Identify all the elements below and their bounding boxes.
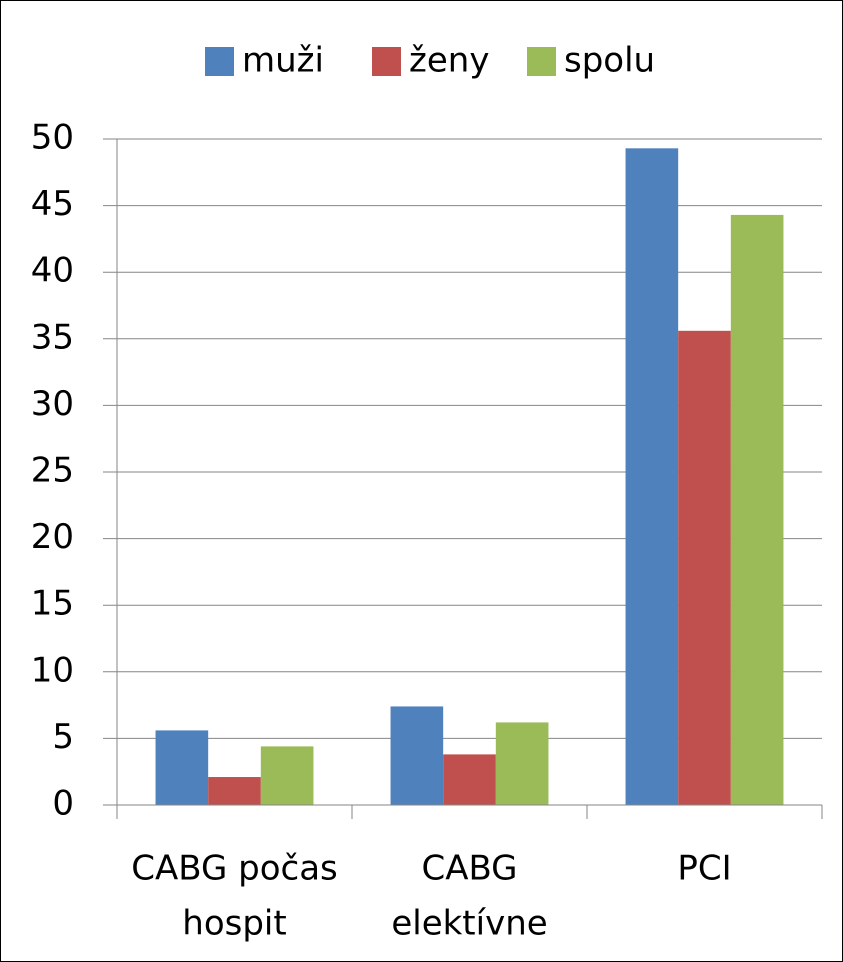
y-tick-label: 35 <box>31 317 74 357</box>
y-tick-label: 45 <box>31 184 74 224</box>
bar <box>443 754 496 805</box>
x-tick-label: CABG počas <box>131 849 338 889</box>
legend-swatch <box>527 47 556 76</box>
y-tick-label: 15 <box>31 584 74 624</box>
legend-label: ženy <box>409 41 489 81</box>
y-tick-label: 50 <box>31 118 74 158</box>
bar <box>495 722 549 805</box>
y-tick-label: 20 <box>31 517 74 557</box>
x-tick-label: elektívne <box>391 904 547 944</box>
bar <box>730 214 784 805</box>
y-tick-label: 10 <box>31 650 74 690</box>
legend-swatch <box>372 47 401 76</box>
y-tick-label: 30 <box>31 384 74 424</box>
y-tick-label: 5 <box>52 717 74 757</box>
bar <box>208 777 261 805</box>
legend-label: spolu <box>564 41 655 81</box>
x-tick-label: hospit <box>182 904 286 944</box>
y-tick-label: 40 <box>31 251 74 291</box>
bar <box>155 730 209 805</box>
y-tick-label: 0 <box>52 784 74 824</box>
x-tick-label: PCI <box>677 849 731 889</box>
bar <box>678 330 731 805</box>
x-tick-label: CABG <box>421 849 517 889</box>
bar <box>625 148 679 806</box>
bar <box>260 746 314 805</box>
legend-swatch <box>205 47 234 76</box>
y-tick-label: 25 <box>31 451 74 491</box>
bar <box>390 706 444 805</box>
legend-label: muži <box>242 41 324 81</box>
